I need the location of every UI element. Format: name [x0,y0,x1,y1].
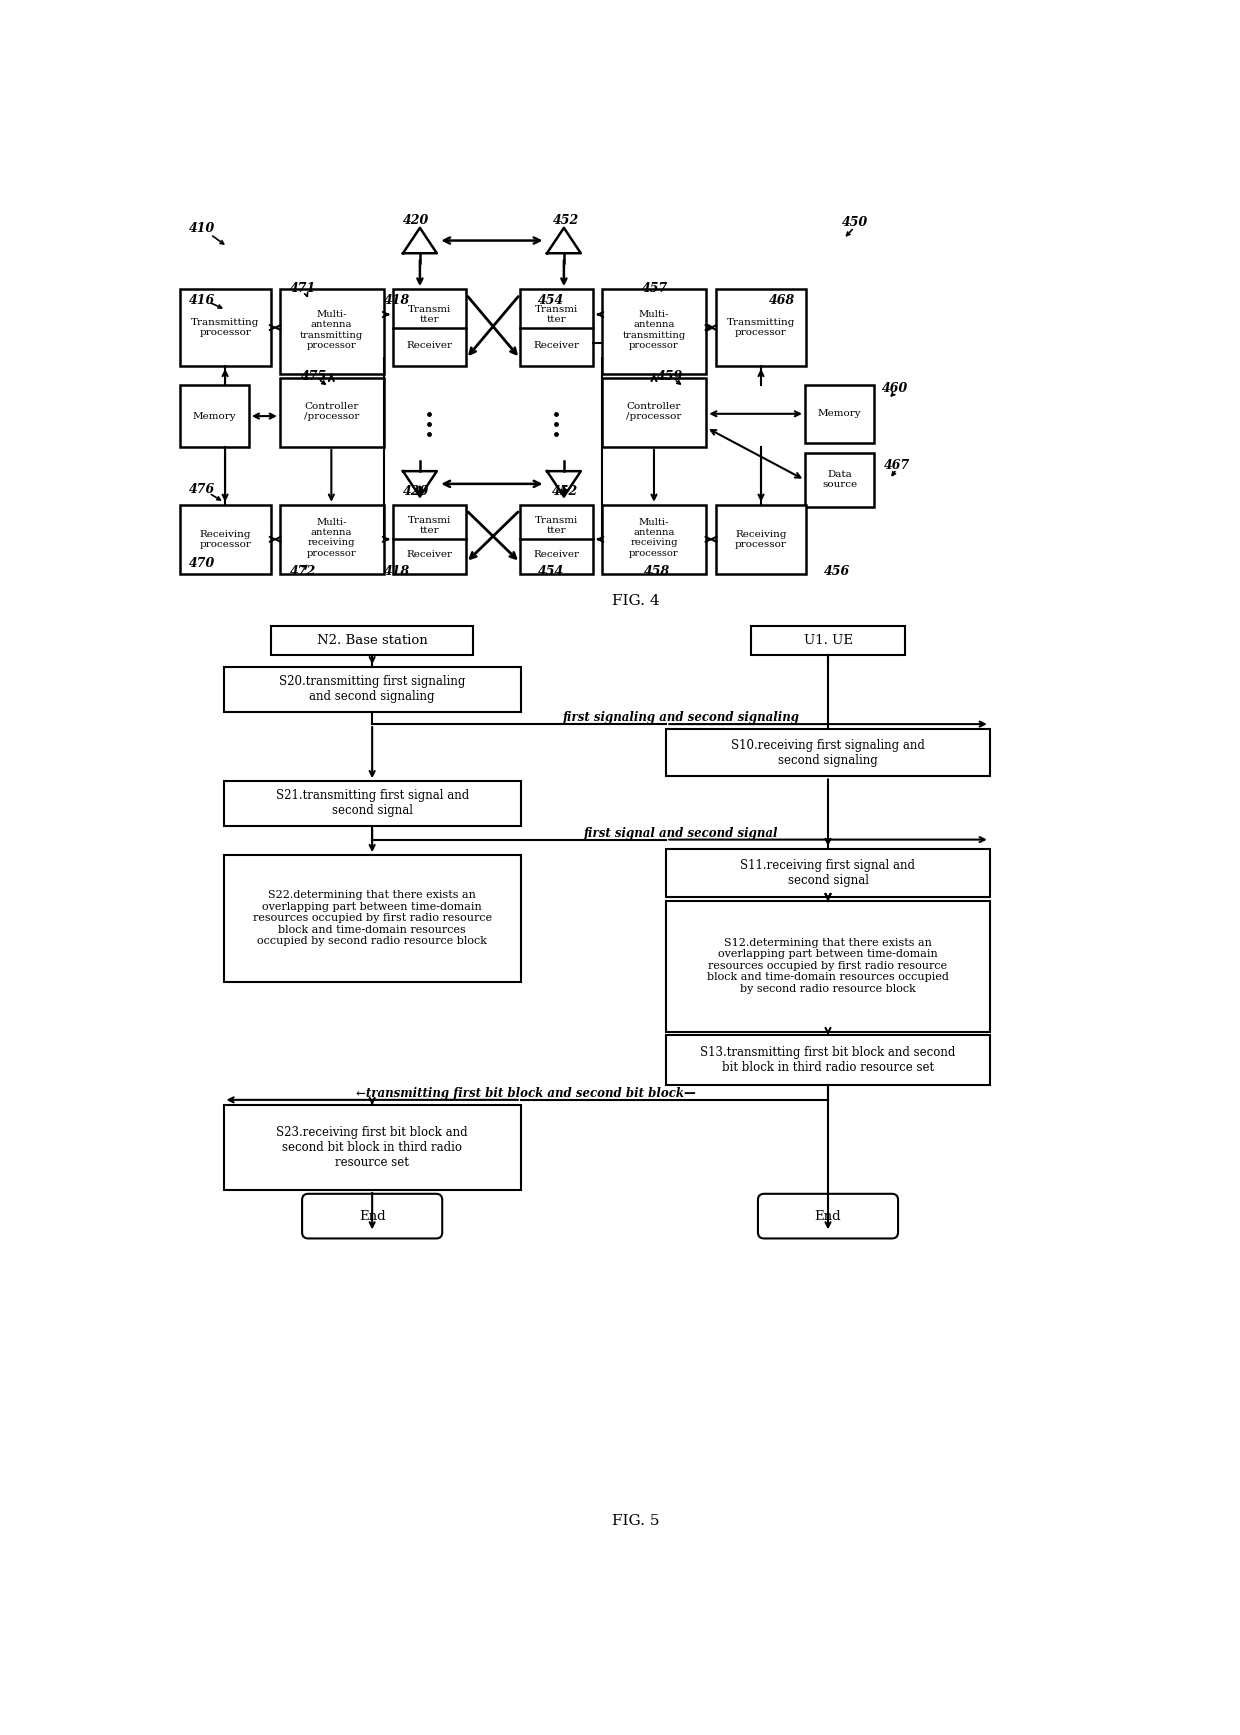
Bar [520,505,593,574]
Text: End: End [358,1209,386,1223]
Text: FIG. 4: FIG. 4 [611,593,660,607]
Text: S11.receiving first signal and
second signal: S11.receiving first signal and second si… [740,859,915,887]
Text: 420: 420 [403,213,429,227]
Text: 476: 476 [188,482,215,496]
Bar [805,453,874,507]
Bar [280,505,383,574]
Text: Receiver: Receiver [533,550,579,559]
Text: 452: 452 [553,213,579,227]
Bar [223,781,521,826]
Text: S22.determining that there exists an
overlapping part between time-domain
resour: S22.determining that there exists an ove… [253,890,492,946]
Bar [603,378,707,448]
Text: Memory: Memory [817,409,862,418]
Bar [272,626,472,654]
Text: 471: 471 [290,281,316,295]
Text: Multi-
antenna
transmitting
processor: Multi- antenna transmitting processor [300,311,363,350]
Text: N2. Base station: N2. Base station [316,633,428,647]
Text: 456: 456 [825,566,851,578]
Text: U1. UE: U1. UE [804,633,853,647]
Text: Transmi
tter: Transmi tter [408,305,451,324]
Bar [223,668,521,711]
Text: 410: 410 [188,222,215,236]
Text: Transmi
tter: Transmi tter [408,515,451,534]
Polygon shape [403,472,436,496]
Text: Receiver: Receiver [407,340,453,350]
Text: Controller
/processor: Controller /processor [304,403,360,422]
Text: 475: 475 [301,370,327,382]
Text: Memory: Memory [192,411,236,420]
Bar [666,729,990,777]
Text: 418: 418 [383,295,410,307]
Bar [666,848,990,897]
FancyBboxPatch shape [303,1194,443,1239]
Bar [603,505,707,574]
Bar [715,505,806,574]
Text: Transmitting
processor: Transmitting processor [191,318,259,337]
Text: Multi-
antenna
receiving
processor: Multi- antenna receiving processor [629,517,678,559]
Text: 420: 420 [403,486,429,498]
Bar [805,385,874,442]
Text: Receiving
processor: Receiving processor [735,529,787,548]
Text: 418: 418 [383,566,410,578]
Text: Receiver: Receiver [407,550,453,559]
Text: 416: 416 [188,295,215,307]
Polygon shape [403,227,436,253]
Bar [393,290,466,366]
Text: S12.determining that there exists an
overlapping part between time-domain
resour: S12.determining that there exists an ove… [707,937,949,994]
Bar [520,290,593,366]
Text: first signal and second signal: first signal and second signal [584,828,779,840]
Text: Transmi
tter: Transmi tter [534,305,578,324]
Text: FIG. 5: FIG. 5 [611,1515,660,1529]
Text: 460: 460 [882,382,908,396]
Text: 472: 472 [290,566,316,578]
Bar [280,378,383,448]
Bar [393,505,466,574]
Text: 467: 467 [884,458,910,472]
Text: Transmitting
processor: Transmitting processor [727,318,795,337]
Text: Multi-
antenna
receiving
processor: Multi- antenna receiving processor [306,517,356,559]
Bar [280,290,383,373]
Text: Controller
/processor: Controller /processor [626,403,682,422]
Text: Receiving
processor: Receiving processor [200,529,250,548]
Text: S20.transmitting first signaling
and second signaling: S20.transmitting first signaling and sec… [279,675,465,703]
Bar [751,626,905,654]
Bar [223,855,521,982]
Text: Receiver: Receiver [533,340,579,350]
Text: 452: 452 [552,486,578,498]
Bar [223,1105,521,1190]
Bar [666,900,990,1032]
Text: 468: 468 [769,295,795,307]
Text: Data
source: Data source [822,470,857,489]
Polygon shape [547,227,580,253]
Text: End: End [815,1209,841,1223]
Text: 457: 457 [642,281,668,295]
Bar [180,505,270,574]
Text: S13.transmitting first bit block and second
bit block in third radio resource se: S13.transmitting first bit block and sec… [701,1046,956,1074]
Text: Multi-
antenna
transmitting
processor: Multi- antenna transmitting processor [622,311,686,350]
Text: 450: 450 [842,215,868,229]
Text: 454: 454 [538,295,564,307]
Bar [666,1036,990,1084]
Text: 458: 458 [644,566,670,578]
Text: first signaling and second signaling: first signaling and second signaling [563,711,800,725]
Text: S23.receiving first bit block and
second bit block in third radio
resource set: S23.receiving first bit block and second… [277,1126,467,1169]
Bar [603,290,707,373]
Polygon shape [547,472,580,496]
Text: ←transmitting first bit block and second bit block—: ←transmitting first bit block and second… [356,1088,696,1100]
Bar [180,290,270,366]
Text: 470: 470 [188,557,215,571]
Text: S21.transmitting first signal and
second signal: S21.transmitting first signal and second… [275,789,469,817]
Text: Transmi
tter: Transmi tter [534,515,578,534]
Bar [180,385,249,448]
FancyBboxPatch shape [758,1194,898,1239]
Text: 454: 454 [538,566,564,578]
Text: 459: 459 [657,370,683,382]
Bar [715,290,806,366]
Text: S10.receiving first signaling and
second signaling: S10.receiving first signaling and second… [732,739,925,767]
